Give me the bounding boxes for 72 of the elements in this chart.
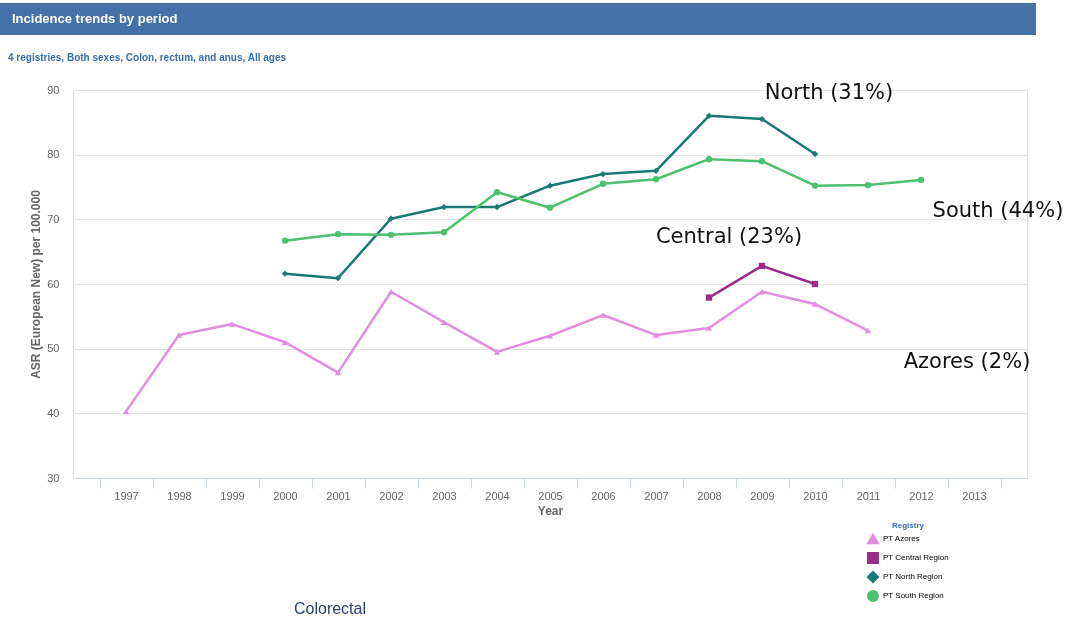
point [917,176,925,184]
legend-label: PT Azores [883,534,920,543]
point [864,181,872,189]
text: Colorectal [293,600,367,617]
annotation: North (31%) [764,80,894,104]
point [811,182,819,189]
point [546,182,554,189]
point [758,157,766,165]
y-tick-label: 90 [47,83,60,96]
point [811,150,819,158]
annotation: Central (23%) [655,224,803,248]
point [599,312,607,318]
x-axis-title: Year [537,503,564,518]
x-tick-label: 2011 [856,489,881,502]
point [440,229,448,236]
point [281,270,289,277]
y-tick-label: 50 [47,342,60,355]
x-tick-label: 2013 [962,489,987,502]
point [705,112,713,120]
annotation: South (44%) [932,198,1064,222]
y-tick-label: 80 [47,148,60,161]
x-tick-label: 1998 [167,489,192,502]
point [652,167,660,174]
x-tick-label: 2007 [644,489,669,502]
point [334,369,342,376]
point [652,176,660,183]
point [334,231,342,238]
point [705,156,713,163]
point [705,294,713,301]
x-tick-label: 2005 [538,489,563,502]
y-tick-label: 40 [47,406,60,419]
x-tick-label: 2002 [379,489,404,502]
x-tick-label: 1997 [114,489,139,502]
y-axis-title: ASR (European New) per 100.000 [29,189,44,379]
x-tick-label: 2012 [909,489,934,502]
point [811,301,819,307]
point [387,231,395,239]
y-tick-label: 60 [47,277,60,290]
point [652,332,660,338]
legend-label: PT South Region [883,591,944,600]
y-tick-label: 30 [47,471,60,484]
point [175,332,183,338]
x-tick-label: 2001 [326,489,351,502]
chart-title: Incidence trends by period [12,11,178,26]
legend-label: PT Central Region [883,553,949,562]
x-tick-label: 2008 [697,489,722,502]
x-tick-label: 2000 [273,489,298,502]
x-tick-label: 2006 [591,489,616,502]
point [705,325,713,331]
point [493,189,501,196]
x-tick-label: 2003 [432,489,457,502]
chart-subtitle: 4 registries, Both sexes, Colon, rectum, and anus, All ages [8,52,287,63]
x-tick-label: 2004 [485,489,510,502]
point [493,349,501,355]
point [387,215,395,222]
point [281,237,289,244]
point [122,408,130,415]
point [546,204,554,211]
point [599,180,607,187]
x-tick-label: 2010 [803,489,828,502]
y-tick-label: 70 [47,212,60,225]
point [864,327,872,334]
annotation: Azores (2%) [903,349,1031,373]
point [758,262,766,270]
point [334,275,342,282]
legend-title: Registry [891,521,925,530]
x-tick-label: 1999 [220,489,245,502]
legend-label: PT North Region [883,572,943,581]
point [811,280,819,288]
x-tick-label: 2009 [750,489,775,502]
point [228,321,236,327]
point [440,319,448,325]
